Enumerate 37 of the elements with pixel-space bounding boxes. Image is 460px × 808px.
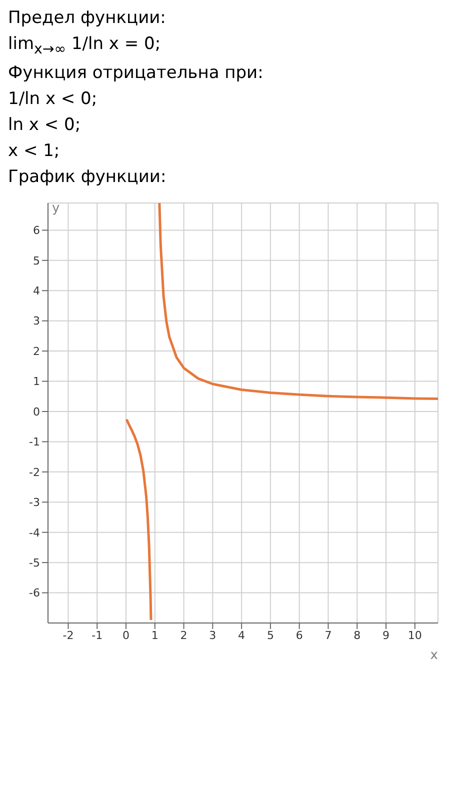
text: Функция отрицательна при: (8, 63, 264, 84)
y-tick-label: -5 (29, 556, 40, 570)
line-series (125, 418, 152, 622)
y-tick-label: -3 (29, 496, 40, 510)
x-tick-label: 3 (209, 629, 216, 642)
y-tick-label: 4 (33, 284, 40, 298)
y-tick-label: 6 (33, 224, 40, 238)
x-tick-label: 8 (354, 629, 361, 642)
x-tick-label: 7 (324, 629, 332, 642)
x-tick-label: 2 (180, 629, 188, 642)
y-tick-label: 5 (33, 254, 40, 268)
x-tick-label: 5 (266, 629, 274, 642)
x-tick-label: 10 (408, 629, 422, 642)
line-series (158, 203, 438, 400)
x-tick-label: 9 (382, 629, 390, 642)
x-tick-label: 1 (151, 629, 158, 642)
y-tick-label: 3 (33, 315, 40, 328)
y-axis-title: y (52, 202, 60, 217)
y-tick-label: 2 (33, 345, 40, 358)
chart-title: График функции: (8, 167, 168, 188)
y-tick-label: -6 (29, 587, 40, 600)
y-tick-label: 0 (33, 406, 40, 419)
x-tick-label: -2 (62, 629, 74, 642)
x-tick-label: 4 (238, 629, 246, 642)
text: lim$_{x→∞}$ 1/ln x = 0; (8, 34, 162, 58)
text: x < 1; (8, 141, 61, 162)
y-tick-label: 1 (33, 376, 40, 389)
text: Предел функции: (8, 8, 167, 28)
y-tick-label: -4 (29, 526, 40, 540)
text: ln x < 0; (8, 115, 82, 136)
x-tick-label: 0 (122, 629, 130, 642)
y-tick-label: -1 (29, 436, 40, 449)
y-tick-label: -2 (29, 466, 40, 480)
text: 1/ln x < 0; (8, 89, 98, 110)
x-axis-title: x (430, 648, 438, 664)
x-tick-label: 6 (296, 629, 303, 642)
x-tick-label: -1 (92, 629, 103, 642)
